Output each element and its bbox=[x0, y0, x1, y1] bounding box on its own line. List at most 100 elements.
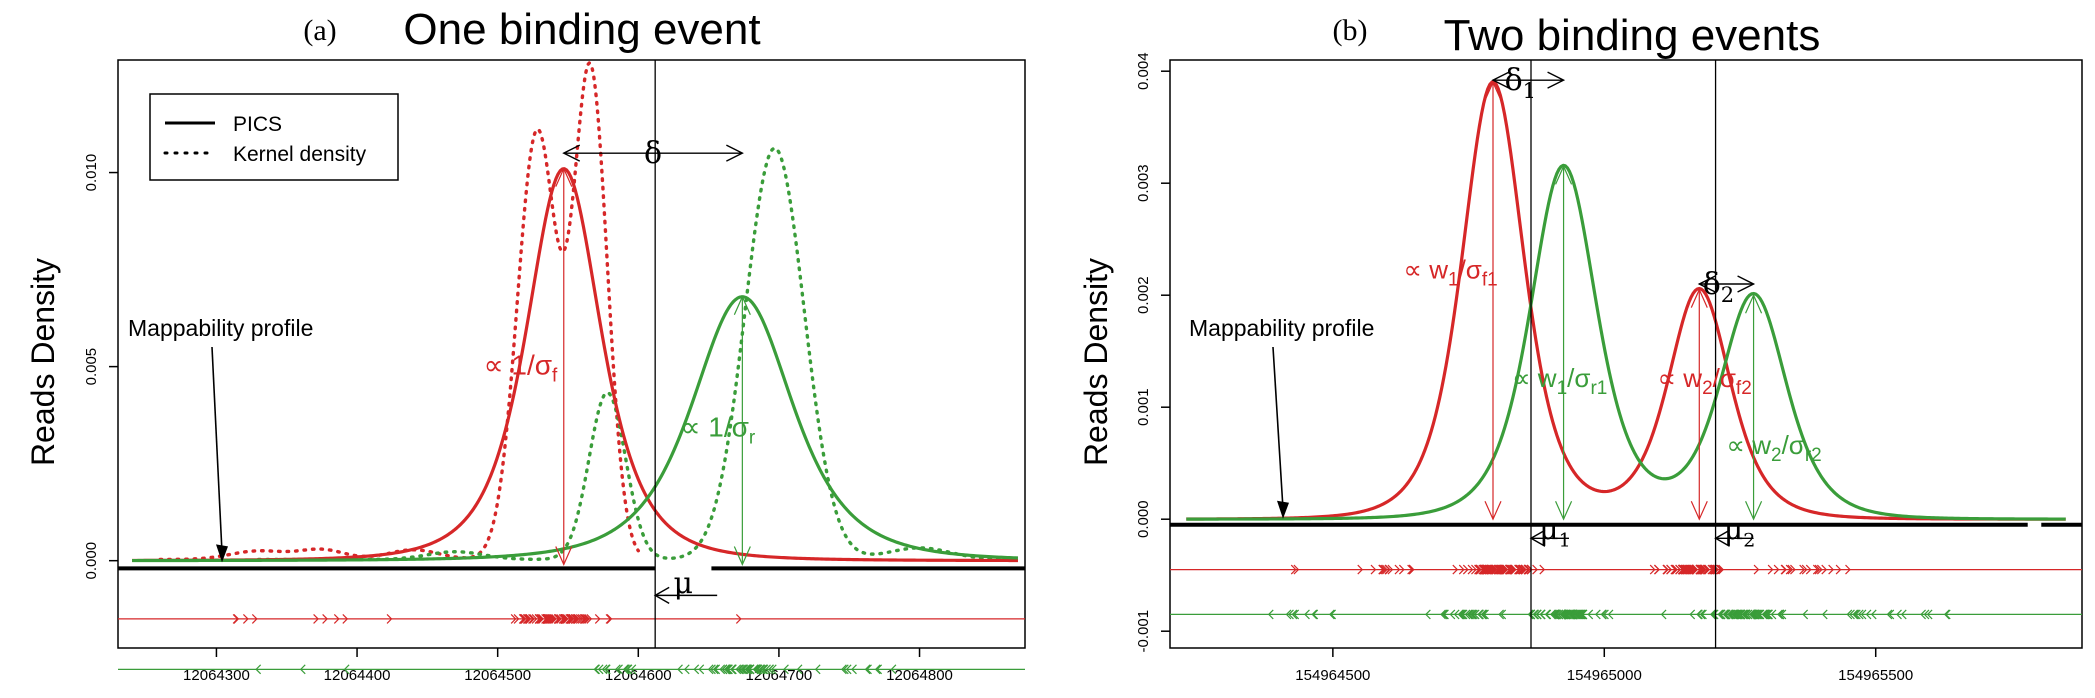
panel-b-forward-read bbox=[1790, 564, 1796, 575]
panel-b-reverse-read bbox=[1603, 609, 1609, 620]
panel-b-reverse-read bbox=[1580, 609, 1587, 620]
panel-b-forward-read bbox=[1814, 564, 1821, 575]
panel-a-annotation: μ bbox=[673, 567, 693, 602]
panel-a-forward-read bbox=[568, 613, 575, 624]
panel-b-forward-read bbox=[1675, 564, 1682, 575]
panel-b-peak-arrow-head-top bbox=[1690, 288, 1708, 308]
panel-b-forward-read bbox=[1515, 564, 1522, 575]
panel-a-forward-read bbox=[520, 613, 527, 624]
panel-b-ylabel: Reads Density bbox=[1078, 258, 1114, 466]
panel-a-reverse-read bbox=[842, 664, 849, 675]
panel-a-forward-read bbox=[570, 613, 577, 624]
panel-b-reverse-read bbox=[1729, 609, 1736, 620]
panel-b-forward-read bbox=[1521, 564, 1527, 575]
panel-b-forward-read bbox=[1505, 564, 1512, 575]
panel-a-forward-read bbox=[594, 613, 601, 624]
panel-a-annotation-part: f bbox=[552, 365, 558, 386]
panel-a-reverse-read bbox=[677, 664, 683, 675]
panel-b-forward-read bbox=[1712, 564, 1718, 575]
panel-b-forward-read bbox=[1491, 564, 1498, 575]
panel-b-forward-read bbox=[1781, 564, 1787, 575]
panel-b-x-tick-label: 154965000 bbox=[1567, 667, 1642, 684]
panel-a-mu-arrow-head bbox=[653, 586, 670, 604]
panel-b-forward-read bbox=[1523, 564, 1530, 575]
panel-b-reverse-read bbox=[1571, 609, 1577, 620]
panel-b-reverse-read bbox=[1579, 609, 1586, 620]
panel-a-forward-read bbox=[586, 613, 593, 624]
panel-a-reverse-read bbox=[756, 664, 762, 675]
panel-b-reverse-read bbox=[1557, 609, 1564, 620]
panel-a-annotation-part: μ bbox=[673, 567, 693, 602]
panel-b-delta-subscript: 2 bbox=[1721, 283, 1734, 307]
panel-b-reverse-read bbox=[1562, 609, 1569, 620]
panel-b-mappability-pointer-head bbox=[1277, 500, 1289, 519]
panel-a-annotation: ∝ 1/σf bbox=[484, 349, 558, 386]
panel-b-reverse-read bbox=[1718, 609, 1725, 620]
panel-a-plot-frame bbox=[117, 59, 1026, 649]
panel-b-reverse-read bbox=[1594, 609, 1601, 620]
panel-a-reverse-read bbox=[693, 664, 700, 675]
panel-a-x-tick-label: 12064500 bbox=[464, 667, 531, 684]
panel-b-annotation-part: 1 bbox=[1448, 269, 1459, 290]
panel-b-forward-read bbox=[1485, 564, 1491, 575]
panel-b-forward-read bbox=[1471, 564, 1477, 575]
panel-b-forward-read bbox=[1479, 564, 1486, 575]
panel-b-reverse-read bbox=[1312, 609, 1319, 620]
panel-b-reverse-read bbox=[1330, 609, 1337, 620]
panel-a-forward-read bbox=[510, 613, 517, 624]
panel-b-reverse-read bbox=[1304, 609, 1310, 620]
panel-b-forward-read bbox=[1773, 564, 1780, 575]
panel-a-annotation-part: r bbox=[749, 427, 756, 448]
panel-b-reverse-read bbox=[1553, 609, 1560, 620]
panel-b-annotation: ∝ w1/σf1 bbox=[1403, 254, 1497, 290]
panel-a-reverse-read bbox=[740, 664, 746, 675]
panel-b-reverse-read bbox=[1697, 609, 1703, 620]
panel-b-reverse-read bbox=[1712, 609, 1719, 620]
panel-b-annotation: ∝ w2/σf2 bbox=[1657, 363, 1751, 399]
panel-b-letter: (b) bbox=[1333, 14, 1368, 47]
panel-b-reverse-read bbox=[1311, 609, 1318, 620]
panel-b-forward-read bbox=[1501, 564, 1508, 575]
panel-a-reverse-read bbox=[597, 664, 604, 675]
panel-b-reverse-read bbox=[1555, 609, 1561, 620]
panel-b-forward-read bbox=[1700, 564, 1706, 575]
panel-b-reverse-read bbox=[1763, 609, 1770, 620]
panel-b-mu-arrow-head bbox=[1529, 529, 1546, 547]
panel-b-y-tick-label: 0.004 bbox=[1135, 52, 1152, 90]
panel-b-reverse-read bbox=[1477, 609, 1484, 620]
panel-a-peak-arrow-head-bottom bbox=[733, 546, 751, 567]
panel-b-reverse-read bbox=[1728, 609, 1735, 620]
panel-b-reverse-read bbox=[1574, 609, 1581, 620]
panel-b-reverse-read bbox=[1461, 609, 1468, 620]
panel-b-reverse-read bbox=[1943, 609, 1950, 620]
panel-a-reverse-read bbox=[746, 664, 753, 675]
panel-b-annotation-part: μ bbox=[1724, 512, 1744, 547]
panel-a-x-tick-label: 12064400 bbox=[324, 667, 391, 684]
panel-b-forward-read bbox=[1812, 564, 1819, 575]
panel-b-forward-read bbox=[1408, 564, 1415, 575]
panel-a-forward-read bbox=[606, 613, 613, 624]
panel-b-forward-read bbox=[1458, 564, 1465, 575]
panel-a-annotation-part: ∝ 1/σ bbox=[680, 411, 748, 442]
panel-a-forward-read bbox=[551, 613, 557, 624]
panel-a-forward-read bbox=[528, 613, 534, 624]
panel-b-forward-read bbox=[1718, 564, 1725, 575]
panel-b-reverse-read bbox=[1778, 609, 1785, 620]
panel-a-reverse-read bbox=[737, 664, 744, 675]
panel-b-reverse-read bbox=[1565, 609, 1572, 620]
panel-b-forward-read bbox=[1671, 564, 1677, 575]
panel-a-forward-read bbox=[566, 613, 573, 624]
panel-a-forward-read bbox=[577, 613, 584, 624]
panel-b-annotation: μ2 bbox=[1724, 512, 1756, 551]
panel-b-forward-read bbox=[1490, 564, 1497, 575]
panel-b-reverse-read bbox=[1564, 609, 1571, 620]
panel-b-annotation-part: /σ bbox=[1459, 254, 1482, 284]
panel-b-reverse-read bbox=[1896, 609, 1902, 620]
panel-b-reverse-read bbox=[1802, 609, 1809, 620]
panel-b-reverse-read bbox=[1923, 609, 1930, 620]
panel-a-forward-read bbox=[558, 613, 565, 624]
panel-a-forward-read bbox=[572, 613, 579, 624]
panel-b-forward-read bbox=[1380, 564, 1387, 575]
legend-box bbox=[149, 93, 399, 181]
panel-a-y-tick-label: 0.010 bbox=[83, 154, 100, 192]
